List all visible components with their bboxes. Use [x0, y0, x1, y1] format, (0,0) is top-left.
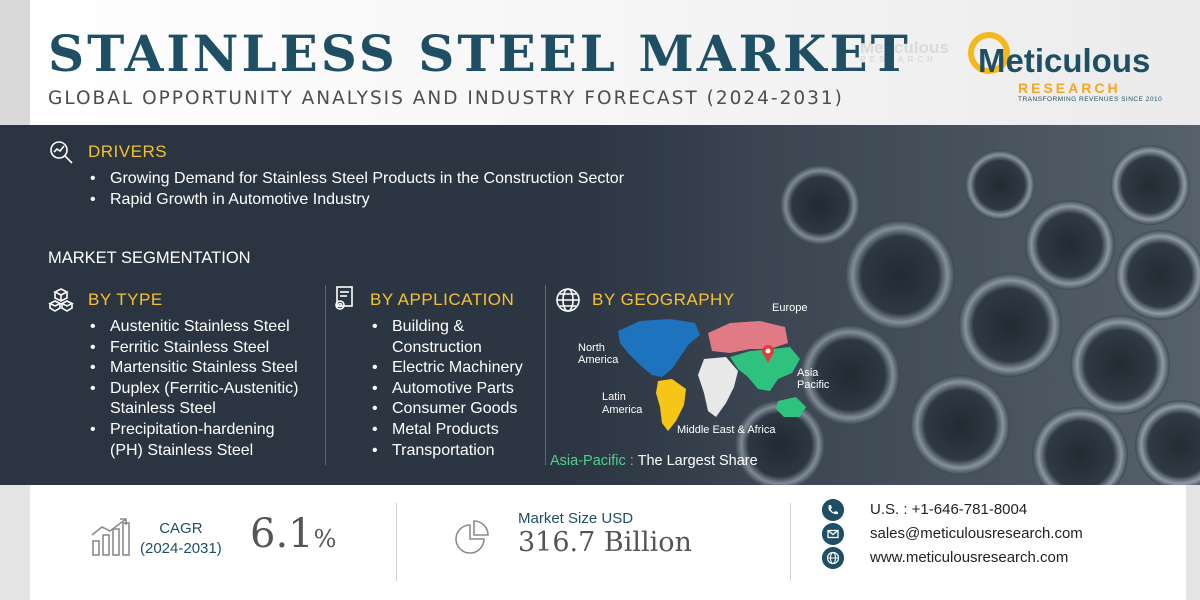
by-geography-heading: BY GEOGRAPHY: [592, 290, 735, 309]
list-item: Metal Products: [370, 420, 523, 441]
magnifier-chart-icon: [50, 141, 73, 164]
pie-chart-icon: [455, 520, 489, 554]
contact-email[interactable]: sales@meticulousresearch.com: [822, 523, 1122, 545]
logo-sub: RESEARCH: [1018, 80, 1121, 96]
globe-icon: [822, 547, 844, 569]
phone-text[interactable]: U.S. : +1-646-781-8004: [870, 501, 1028, 518]
list-item: Electric Machinery: [370, 358, 523, 379]
north-america-region: [618, 319, 700, 377]
market-size-value: 316.7 Billion: [518, 527, 692, 558]
divider: [325, 285, 326, 465]
cagr-value: 6.1: [250, 511, 314, 557]
bar-chart-growth-icon: [91, 518, 130, 556]
list-item: Martensitic Stainless Steel: [88, 358, 298, 379]
cagr-value-block: 6.1%: [250, 511, 336, 557]
type-list: Austenitic Stainless Steel Ferritic Stai…: [88, 317, 298, 461]
contact-phone[interactable]: U.S. : +1-646-781-8004: [822, 499, 1122, 521]
page-subtitle: GLOBAL OPPORTUNITY ANALYSIS AND INDUSTRY…: [48, 88, 844, 109]
largest-share-note: Asia-Pacific : The Largest Share: [550, 453, 758, 469]
header-stripe: [0, 0, 30, 125]
document-gear-icon: [335, 286, 353, 310]
bottom-stripe: [0, 485, 30, 600]
by-type-heading: BY TYPE: [88, 290, 163, 309]
drivers-heading: DRIVERS: [88, 142, 168, 161]
header: Meticulous RESEARCH STAINLESS STEEL MARKE…: [0, 0, 1200, 125]
bottom-right-stripe: [1186, 485, 1200, 600]
globe-icon: [556, 288, 580, 312]
drivers-list: Growing Demand for Stainless Steel Produ…: [88, 169, 624, 210]
mail-icon: [822, 523, 844, 545]
segmentation-heading: MARKET SEGMENTATION: [48, 249, 251, 267]
middle-east-africa-region: [698, 357, 738, 417]
label-asia-pacific-2: Pacific: [797, 379, 830, 391]
list-item: Transportation: [370, 441, 523, 462]
list-item-continued: (PH) Stainless Steel: [110, 441, 254, 459]
label-mea: Middle East & Africa: [677, 424, 776, 436]
europe-region: [708, 321, 788, 353]
cagr-label-block: CAGR (2024-2031): [140, 519, 222, 559]
label-latin-america-2: America: [602, 404, 643, 416]
list-item: Duplex (Ferritic-Austenitic): [88, 379, 298, 400]
list-item: Automotive Parts: [370, 379, 523, 400]
list-item-continued: Construction: [392, 338, 482, 356]
cagr-period: (2024-2031): [140, 540, 222, 557]
list-item: Austenitic Stainless Steel: [88, 317, 298, 338]
cagr-label: CAGR: [159, 520, 203, 537]
phone-icon: [822, 499, 844, 521]
label-north-america-2: America: [578, 354, 619, 366]
world-map: [618, 319, 806, 431]
divider: [545, 285, 546, 465]
label-north-america-1: North: [578, 342, 605, 354]
web-text[interactable]: www.meticulousresearch.com: [870, 549, 1069, 566]
latin-america-region: [656, 379, 686, 431]
list-item: Growing Demand for Stainless Steel Produ…: [88, 169, 624, 190]
list-item: Rapid Growth in Automotive Industry: [88, 190, 624, 211]
label-latin-america-1: Latin: [602, 391, 626, 403]
list-item: Precipitation-hardening: [88, 420, 298, 441]
contact-web[interactable]: www.meticulousresearch.com: [822, 547, 1122, 569]
market-size-label: Market Size USD: [518, 510, 634, 527]
cagr-unit: %: [313, 525, 337, 553]
logo-tagline: TRANSFORMING REVENUES SINCE 2010: [1018, 96, 1163, 103]
australia-region: [776, 397, 806, 417]
largest-share-text: The Largest Share: [637, 453, 758, 469]
label-asia-pacific-1: Asia: [797, 367, 819, 379]
list-item: Building &: [370, 317, 523, 338]
logo-ring-icon: [968, 32, 1010, 74]
watermark: Meticulous RESEARCH: [860, 38, 949, 64]
logo-name: Meticulous: [978, 42, 1151, 79]
application-list: Building & Construction Electric Machine…: [370, 317, 523, 461]
list-item: Consumer Goods: [370, 399, 523, 420]
list-item-continued: Stainless Steel: [110, 400, 216, 418]
divider: [790, 503, 791, 581]
stats-band: CAGR (2024-2031) 6.1% Market Size USD 31…: [0, 485, 1200, 600]
page-title: STAINLESS STEEL MARKET: [48, 24, 911, 83]
largest-region: Asia-Pacific :: [550, 453, 634, 469]
meticulous-research-logo: Meticulous RESEARCH TRANSFORMING REVENUE…: [968, 28, 1168, 108]
location-marker-tail: [763, 353, 773, 363]
asia-pacific-region: [730, 347, 800, 391]
email-text[interactable]: sales@meticulousresearch.com: [870, 525, 1083, 542]
divider: [396, 503, 397, 581]
label-europe: Europe: [772, 302, 808, 314]
content-panel: DRIVERS Growing Demand for Stainless Ste…: [0, 125, 1200, 485]
by-application-heading: BY APPLICATION: [370, 290, 515, 309]
list-item: Ferritic Stainless Steel: [88, 338, 298, 359]
cubes-icon: [48, 288, 74, 312]
